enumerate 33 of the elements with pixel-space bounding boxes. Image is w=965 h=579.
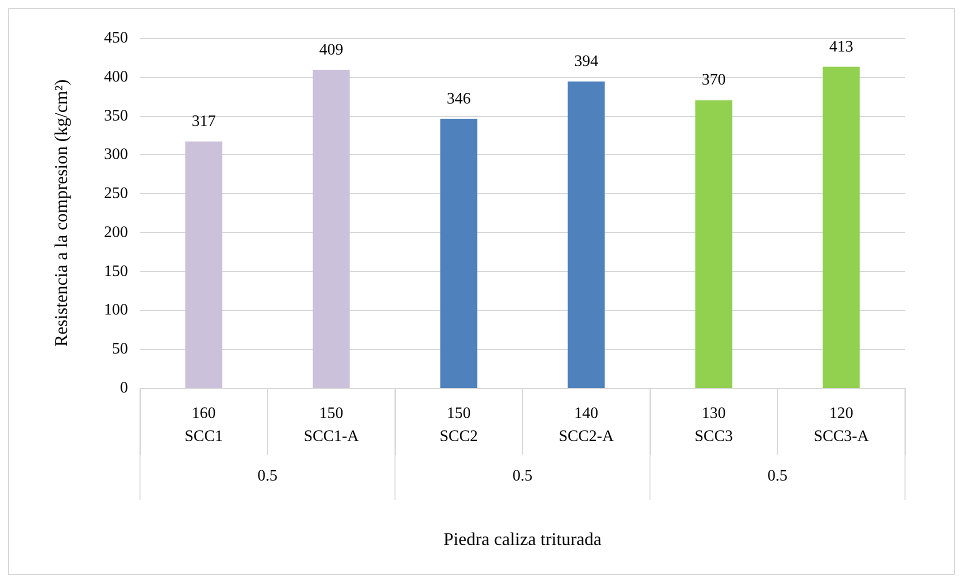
bar bbox=[440, 118, 478, 388]
y-tick-label: 250 bbox=[104, 185, 128, 202]
data-label: 346 bbox=[446, 90, 471, 108]
y-tick-label: 200 bbox=[104, 224, 128, 241]
x-tick-label: 150 SCC2 bbox=[440, 405, 478, 445]
y-tick-label: 100 bbox=[104, 302, 128, 319]
text: 0.5 bbox=[512, 468, 532, 484]
data-label: 317 bbox=[192, 112, 216, 130]
y-tick-label: 0 bbox=[120, 380, 128, 396]
bar bbox=[568, 82, 605, 388]
y-tick-label: 150 bbox=[104, 262, 128, 280]
bar bbox=[695, 100, 732, 388]
x-tick-label: 140 SCC2-A bbox=[558, 405, 614, 445]
text: 0.5 bbox=[258, 468, 278, 484]
bar bbox=[822, 66, 860, 388]
x-tick-label: 150 SCC1-A bbox=[304, 405, 360, 445]
x-tick-label: 130 SCC3 bbox=[694, 405, 733, 445]
bar bbox=[312, 70, 350, 388]
y-tick-label: 50 bbox=[112, 340, 128, 358]
x-tick-label: 120 SCC3-A bbox=[814, 405, 870, 445]
data-label: 394 bbox=[574, 53, 598, 70]
data-label: 409 bbox=[319, 41, 344, 58]
x-tick-label: 160 SCC1 bbox=[184, 405, 223, 445]
y-tick-label: 450 bbox=[104, 30, 128, 46]
y-tick-label: 400 bbox=[104, 68, 128, 86]
y-tick-label: 350 bbox=[104, 107, 128, 124]
y-tick-label: 300 bbox=[104, 146, 128, 164]
y-axis-title: Resistencia a la compresion (kg/cm²) bbox=[51, 79, 71, 347]
text: 0.5 bbox=[768, 468, 788, 484]
x-axis-title: Piedra caliza triturada bbox=[444, 529, 602, 549]
bar bbox=[185, 141, 222, 388]
data-label: 370 bbox=[702, 72, 726, 89]
data-label: 413 bbox=[829, 38, 854, 56]
